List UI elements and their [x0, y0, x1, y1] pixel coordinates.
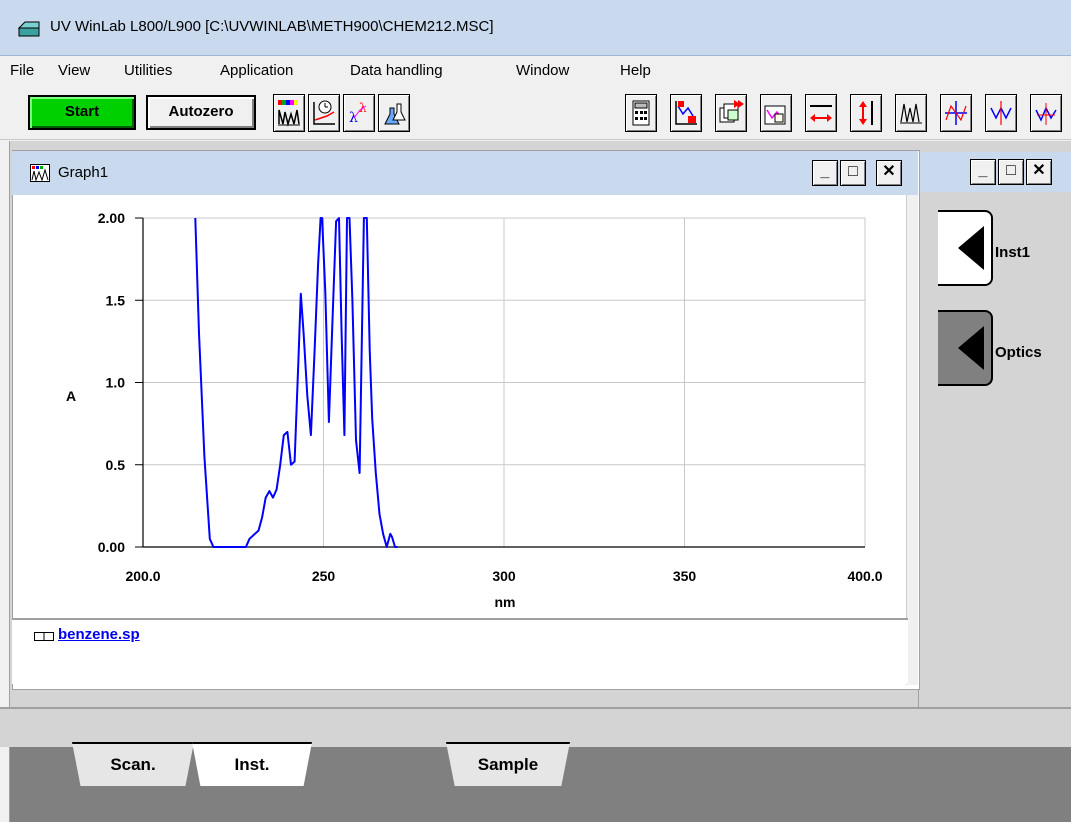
- graph-maximize-button[interactable]: □: [840, 160, 866, 186]
- x-tick-label: 350: [673, 568, 697, 584]
- y-tick-label: 0.5: [106, 457, 126, 473]
- chart-grid: [142, 217, 866, 548]
- menu-file[interactable]: File: [10, 62, 35, 79]
- x-tick-label: 300: [492, 568, 516, 584]
- derivative-button[interactable]: [985, 94, 1017, 132]
- bottom-panel: [0, 707, 1071, 747]
- inst-window-titlebar: _ □ ✕: [918, 152, 1071, 192]
- y-tick-label: 0.00: [98, 539, 125, 555]
- overlay-windows-icon: [719, 100, 744, 123]
- wave-cross-icon: [990, 101, 1012, 125]
- expand-vertical-button[interactable]: [850, 94, 882, 132]
- graph-window-titlebar: _ □ ✕: [12, 151, 918, 195]
- menu-data-handling[interactable]: Data handling: [350, 62, 443, 79]
- x-tick-label: 400.0: [847, 568, 882, 584]
- arrow-left-icon: [958, 326, 984, 370]
- crosshair-button[interactable]: [940, 94, 972, 132]
- spectrum-bars-icon: [278, 100, 300, 127]
- arrow-left-icon: [958, 226, 984, 270]
- wavelength-program-button[interactable]: λ λ: [343, 94, 375, 132]
- y-tick-label: 1.0: [106, 375, 126, 391]
- lambda-icon: λ λ: [349, 101, 367, 126]
- scan-method-button[interactable]: [273, 94, 305, 132]
- x-axis-label: nm: [495, 594, 516, 610]
- graph-window-icon: [30, 164, 50, 182]
- delete-graph-button[interactable]: [670, 94, 702, 132]
- graph-window: [12, 150, 920, 690]
- toolbar: Start Autozero λ λ: [0, 86, 1071, 140]
- curve-window-icon: [764, 105, 786, 125]
- legend-file-link[interactable]: benzene.sp: [58, 626, 140, 643]
- graph-delete-icon: [675, 101, 697, 125]
- menu-window[interactable]: Window: [516, 62, 570, 79]
- graph-scrollbar[interactable]: [906, 195, 918, 685]
- menu-bar: File View Utilities Application Data han…: [0, 57, 1071, 86]
- inst1-label: Inst1: [995, 244, 1031, 261]
- inst-close-button[interactable]: ✕: [1026, 159, 1052, 185]
- overlay-button[interactable]: [715, 94, 747, 132]
- crosshair-icon: [945, 101, 967, 125]
- peak-pick-button[interactable]: [895, 94, 927, 132]
- tab-sample[interactable]: Sample: [446, 742, 570, 786]
- workspace-left-edge: [0, 141, 10, 822]
- app-icon: [18, 21, 40, 37]
- x-tick-label: 250: [312, 568, 336, 584]
- spectrum-math-icon: [1035, 103, 1057, 125]
- tab-scan[interactable]: Scan.: [72, 742, 194, 786]
- y-tick-label: 1.5: [106, 292, 126, 308]
- graph-minimize-button[interactable]: _: [812, 160, 838, 186]
- chart-series: [194, 217, 398, 548]
- chart-ticks: 200.0 250 300 350 400.0 0.00 0.5 1.0 1.5 2.00: [98, 210, 883, 584]
- x-tick-label: 200.0: [125, 568, 160, 584]
- graph-options-button[interactable]: [760, 94, 792, 132]
- timedrive-button[interactable]: [308, 94, 340, 132]
- inst-maximize-button[interactable]: □: [998, 159, 1024, 185]
- series-line: [194, 217, 398, 548]
- menu-help[interactable]: Help: [620, 62, 651, 79]
- results-button[interactable]: [625, 94, 657, 132]
- flask-icon: [384, 103, 406, 125]
- svg-text:λ: λ: [349, 110, 358, 126]
- calculator-icon: [632, 100, 650, 126]
- absorbance-chart: 200.0 250 300 350 400.0 0.00 0.5 1.0 1.5 2.00 A n…: [66, 210, 883, 610]
- optics-label: Optics: [995, 344, 1042, 361]
- menu-view[interactable]: View: [58, 62, 91, 79]
- legend-area: [12, 618, 908, 684]
- menu-application[interactable]: Application: [220, 62, 294, 79]
- expand-horizontal-icon: [810, 105, 832, 122]
- tab-inst[interactable]: Inst.: [192, 742, 312, 786]
- graph-close-button[interactable]: ✕: [876, 160, 902, 186]
- expand-vertical-icon: [859, 101, 873, 125]
- menu-utilities[interactable]: Utilities: [124, 62, 173, 79]
- chart-axes: [135, 217, 865, 548]
- inst1-button[interactable]: [938, 210, 993, 286]
- start-button[interactable]: Start: [28, 95, 136, 130]
- window-title: UV WinLab L800/L900 [C:\UVWINLAB\METH900…: [50, 18, 494, 35]
- y-tick-label: 2.00: [98, 210, 125, 226]
- title-bar: [0, 0, 1071, 56]
- spectrum-math-button[interactable]: [1030, 94, 1062, 132]
- peak-pick-icon: [900, 103, 922, 124]
- expand-horizontal-button[interactable]: [805, 94, 837, 132]
- y-axis-label: A: [66, 388, 76, 404]
- clock-graph-icon: [313, 100, 335, 125]
- optics-button[interactable]: [938, 310, 993, 386]
- inst-minimize-button[interactable]: _: [970, 159, 996, 185]
- autozero-button[interactable]: Autozero: [146, 95, 256, 130]
- concentration-button[interactable]: [378, 94, 410, 132]
- legend-marker-icon: [34, 632, 54, 641]
- graph-window-title: Graph1: [58, 164, 109, 181]
